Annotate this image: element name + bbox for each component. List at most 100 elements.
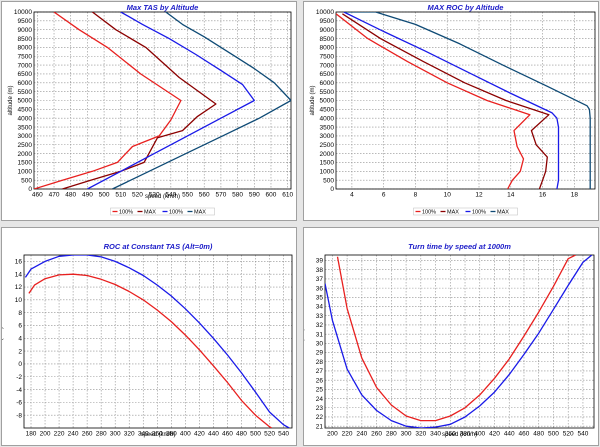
y-tick-label: 9000	[18, 27, 33, 34]
turn-time-chart-panel: Turn time by speed at 1000m 200 220 240 260 2…	[303, 227, 599, 446]
x-tick-label: 580	[232, 192, 243, 199]
y-tick-label: 8	[18, 310, 22, 317]
y-tick-label: 36	[316, 285, 324, 292]
x-tick-label: 420	[489, 431, 500, 438]
y-tick-label: 14	[15, 271, 23, 278]
x-tick-label: 280	[386, 431, 397, 438]
series-line-teal	[345, 12, 591, 189]
x-tick-label: 590	[249, 192, 260, 199]
y-tick-label: 32	[316, 322, 324, 329]
legend-label: 100%	[169, 210, 183, 216]
series-line-teal	[112, 12, 291, 189]
y-tick-label: 0	[28, 186, 32, 193]
x-tick-label: 500	[548, 431, 559, 438]
series-line-blue	[87, 12, 255, 189]
max-tas-chart-panel: Max TAS by Altitude 460 470 480 490 500 510 520…	[1, 1, 297, 221]
x-tick-label: 10	[444, 192, 452, 199]
y-tick-label: 4000	[18, 115, 33, 122]
x-tick-label: 340	[138, 431, 149, 438]
x-tick-label: 180	[26, 431, 37, 438]
x-tick-label: 600	[266, 192, 277, 199]
y-tick-label: 12	[15, 284, 23, 291]
y-tick-label: -6	[16, 400, 22, 407]
y-axis-label: time (sec)	[304, 328, 305, 354]
x-tick-label: 200	[40, 431, 51, 438]
y-tick-label: 27	[316, 368, 324, 375]
x-tick-label: 550	[182, 192, 193, 199]
legend-label: MAX	[144, 210, 156, 216]
y-tick-label: 1500	[18, 160, 33, 167]
x-tick-label: 220	[342, 431, 353, 438]
plot-area	[24, 255, 292, 428]
y-tick-label: 2500	[320, 142, 335, 149]
y-tick-label: 5500	[18, 89, 33, 96]
x-tick-label: 510	[115, 192, 126, 199]
y-tick-label: 23	[316, 405, 324, 412]
y-tick-label: 9500	[18, 18, 33, 25]
y-tick-label: 9500	[320, 18, 335, 25]
plot-frame	[335, 11, 596, 190]
x-tick-label: 460	[222, 431, 233, 438]
y-tick-label: 22	[316, 414, 324, 421]
x-tick-label: 240	[68, 431, 79, 438]
y-tick-label: 6500	[18, 71, 33, 78]
y-tick-label: 6000	[18, 80, 33, 87]
legend-label: MAX	[194, 210, 206, 216]
y-tick-label: 5000	[320, 98, 335, 105]
series-line-blue	[343, 12, 560, 189]
y-tick-label: 26	[316, 377, 324, 384]
plot-frame	[324, 254, 595, 429]
x-tick-label: 490	[82, 192, 93, 199]
y-tick-label: 4500	[18, 107, 33, 114]
y-tick-label: 1000	[18, 169, 33, 176]
plot-frame	[23, 254, 293, 429]
y-tick-label: 4500	[320, 107, 335, 114]
x-tick-label: 16	[539, 192, 547, 199]
y-tick-label: 10000	[316, 9, 334, 16]
y-tick-label: 31	[316, 331, 324, 338]
x-tick-label: 18	[571, 192, 579, 199]
y-tick-label: 3500	[320, 124, 335, 131]
x-tick-label: 520	[264, 431, 275, 438]
x-tick-label: 440	[504, 431, 515, 438]
y-tick-label: 1500	[320, 160, 335, 167]
y-tick-label: 37	[316, 276, 324, 283]
roc-constant-tas-chart: ROC at Constant TAS (Alt=0m)180 200 220 240…	[2, 242, 293, 438]
x-tick-label: 6	[382, 192, 386, 199]
x-tick-label: 460	[32, 192, 43, 199]
y-tick-label: 7500	[320, 53, 335, 60]
y-tick-label: 5500	[320, 89, 335, 96]
x-tick-label: 360	[152, 431, 163, 438]
y-tick-label: 500	[21, 177, 32, 184]
y-tick-label: -2	[16, 374, 22, 381]
series-line-red	[336, 13, 531, 189]
y-tick-label: 16	[15, 259, 23, 266]
y-tick-label: 500	[323, 177, 334, 184]
y-tick-label: -8	[16, 412, 22, 419]
x-tick-label: 420	[194, 431, 205, 438]
y-tick-label: 35	[316, 295, 324, 302]
y-tick-label: 9000	[320, 27, 335, 34]
x-tick-label: 380	[166, 431, 177, 438]
roc-constant-tas-chart-panel: ROC at Constant TAS (Alt=0m) 180 200 220 240…	[1, 227, 297, 446]
series-line-red	[336, 255, 576, 422]
x-tick-label: 610	[282, 192, 293, 199]
y-tick-label: 3000	[320, 133, 335, 140]
x-tick-label: 480	[533, 431, 544, 438]
y-tick-label: 4	[18, 335, 22, 342]
y-tick-label: 6	[18, 323, 22, 330]
y-tick-label: 24	[316, 396, 324, 403]
x-tick-label: 500	[99, 192, 110, 199]
y-tick-label: 10000	[14, 9, 32, 16]
series-line-red	[28, 273, 273, 428]
x-tick-label: 260	[371, 431, 382, 438]
series-group	[325, 255, 593, 428]
y-tick-label: 10	[15, 297, 23, 304]
y-tick-label: 29	[316, 350, 324, 357]
y-tick-label: 39	[316, 258, 324, 265]
y-tick-label: 5000	[18, 98, 33, 105]
y-tick-label: 1000	[320, 169, 335, 176]
x-tick-label: 300	[110, 431, 121, 438]
